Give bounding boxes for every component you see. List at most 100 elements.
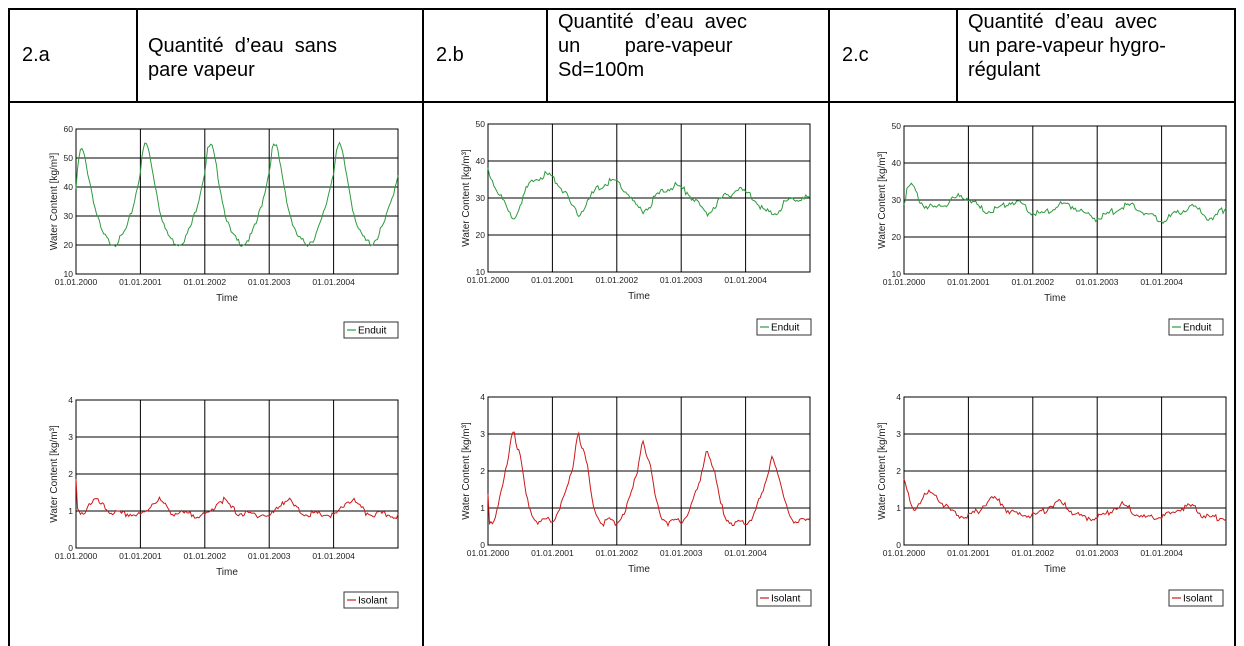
- chart-4-xtick-label: 01.01.2001: [531, 548, 574, 558]
- chart-1-ytick-label: 50: [64, 153, 74, 163]
- chart-1-ytick-label: 40: [64, 182, 74, 192]
- chart-3-legend-label: Enduit: [771, 323, 800, 334]
- chart-1-xtick-label: 01.01.2001: [119, 277, 162, 287]
- chart-6-xlabel: Time: [1044, 564, 1066, 575]
- chart-5-series-enduit-line: [903, 182, 1227, 225]
- chart-1-series-enduit-line: [75, 141, 399, 248]
- chart-5-legend-label: Enduit: [1183, 323, 1212, 334]
- chart-2-xtick-label: 01.01.2004: [312, 551, 355, 561]
- chart-1-ytick-label: 60: [64, 124, 74, 134]
- chart-4-legend: [756, 589, 812, 607]
- header-desc-2a-line-2: pare vapeur: [148, 59, 255, 81]
- chart-3-ytick-label: 40: [476, 156, 486, 166]
- chart-4-xlabel: Time: [628, 564, 650, 575]
- chart-4-ytick-label: 3: [480, 429, 485, 439]
- chart-2-xtick-label: 01.01.2000: [55, 551, 98, 561]
- chart-1-plot-frame: [75, 128, 399, 275]
- chart-3-ytick-label: 10: [476, 267, 486, 277]
- header-desc-2b-line-3: Sd=100m: [558, 59, 645, 81]
- chart-1-xtick-label: 01.01.2004: [312, 277, 355, 287]
- chart-4-xtick-label: 01.01.2002: [596, 548, 639, 558]
- table-border-right: [1234, 8, 1236, 646]
- chart-1-ytick-label: 30: [64, 211, 74, 221]
- chart-3-xtick-label: 01.01.2000: [467, 275, 510, 285]
- chart-6-ytick-label: 4: [896, 392, 901, 402]
- chart-4-ytick-label: 4: [480, 392, 485, 402]
- chart-3-ytick-label: 50: [476, 119, 486, 129]
- chart-4-ytick-label: 0: [480, 540, 485, 550]
- chart-6-xtick-label: 01.01.2002: [1012, 548, 1055, 558]
- column-divider-3: [546, 8, 548, 103]
- chart-6-ytick-label: 3: [896, 429, 901, 439]
- chart-5-xtick-label: 01.01.2003: [1076, 277, 1119, 287]
- chart-6-xtick-label: 01.01.2004: [1140, 548, 1183, 558]
- chart-2-xlabel: Time: [216, 567, 238, 578]
- header-desc-2c-line-2: un pare-vapeur hygro-: [968, 35, 1166, 57]
- chart-6-legend: [1168, 589, 1224, 607]
- header-desc-2c-line-1: Quantité d’eau avec: [968, 11, 1158, 33]
- chart-5-xtick-label: 01.01.2001: [947, 277, 990, 287]
- chart-5-legend: [1168, 318, 1224, 336]
- chart-2-ylabel: Water Content [kg/m³]: [49, 425, 60, 523]
- chart-1-ytick-label: 10: [64, 269, 74, 279]
- chart-6-plot-frame: [903, 396, 1227, 546]
- header-desc-2c-line-3: régulant: [968, 59, 1041, 81]
- chart-2-ytick-label: 2: [68, 469, 73, 479]
- chart-3-ytick-label: 20: [476, 230, 486, 240]
- chart-4-ytick-label: 1: [480, 503, 485, 513]
- chart-6-xtick-label: 01.01.2001: [947, 548, 990, 558]
- column-divider-4: [828, 8, 830, 646]
- chart-6-ytick-label: 2: [896, 466, 901, 476]
- chart-3-xtick-label: 01.01.2003: [660, 275, 703, 285]
- chart-3-xlabel: Time: [628, 291, 650, 302]
- chart-3-plot-frame: [487, 123, 811, 273]
- chart-3-series-enduit-line: [487, 167, 811, 220]
- chart-2-ytick-label: 4: [68, 395, 73, 405]
- header-desc-2b: Quantité d’eau avec un pare-vapeur Sd=10…: [558, 10, 820, 82]
- header-code-2b: 2.b: [436, 44, 464, 66]
- header-desc-2c: Quantité d’eau avec un pare-vapeur hygro…: [968, 10, 1230, 82]
- table-header-divider: [8, 101, 1236, 103]
- chart-6-xtick-label: 01.01.2003: [1076, 548, 1119, 558]
- header-code-2a: 2.a: [22, 44, 50, 66]
- chart-6-legend-label: Isolant: [1183, 594, 1213, 605]
- chart-2-legend-label: Isolant: [358, 596, 388, 607]
- chart-2-plot-frame: [75, 399, 399, 549]
- chart-4-ylabel: Water Content [kg/m³]: [461, 422, 472, 520]
- chart-5-ytick-label: 10: [892, 269, 902, 279]
- chart-3-ylabel: Water Content [kg/m³]: [461, 149, 472, 247]
- chart-4-ytick-label: 2: [480, 466, 485, 476]
- chart-1-xtick-label: 01.01.2002: [184, 277, 227, 287]
- chart-5-xtick-label: 01.01.2002: [1012, 277, 1055, 287]
- chart-4-xtick-label: 01.01.2000: [467, 548, 510, 558]
- chart-1-xlabel: Time: [216, 293, 238, 304]
- chart-2-xtick-label: 01.01.2001: [119, 551, 162, 561]
- chart-2-xtick-label: 01.01.2002: [184, 551, 227, 561]
- chart-1-ylabel: Water Content [kg/m³]: [49, 153, 60, 251]
- chart-4-plot-frame: [487, 396, 811, 546]
- column-divider-2: [422, 8, 424, 646]
- column-divider-1: [136, 8, 138, 103]
- column-divider-5: [956, 8, 958, 103]
- header-desc-2b-line-2: un pare-vapeur: [558, 35, 733, 57]
- chart-3-xtick-label: 01.01.2001: [531, 275, 574, 285]
- chart-2-ytick-label: 3: [68, 432, 73, 442]
- chart-3-xtick-label: 01.01.2004: [724, 275, 767, 285]
- chart-1-legend: [343, 321, 399, 339]
- chart-3-legend: [756, 318, 812, 336]
- chart-5-ytick-label: 50: [892, 121, 902, 131]
- chart-4-series-isolant-line: [487, 431, 811, 528]
- chart-6-series-isolant-line: [903, 478, 1227, 522]
- chart-2-xtick-label: 01.01.2003: [248, 551, 291, 561]
- chart-2-series-isolant-line: [75, 478, 399, 520]
- chart-3-ytick-label: 30: [476, 193, 486, 203]
- chart-5-ylabel: Water Content [kg/m³]: [877, 151, 888, 249]
- header-desc-2a: Quantité d’eau sans pare vapeur: [148, 34, 410, 82]
- chart-1-xtick-label: 01.01.2000: [55, 277, 98, 287]
- chart-3-xtick-label: 01.01.2002: [596, 275, 639, 285]
- chart-6-xtick-label: 01.01.2000: [883, 548, 926, 558]
- header-code-2c: 2.c: [842, 44, 869, 66]
- chart-2-ytick-label: 0: [68, 543, 73, 553]
- chart-4-xtick-label: 01.01.2003: [660, 548, 703, 558]
